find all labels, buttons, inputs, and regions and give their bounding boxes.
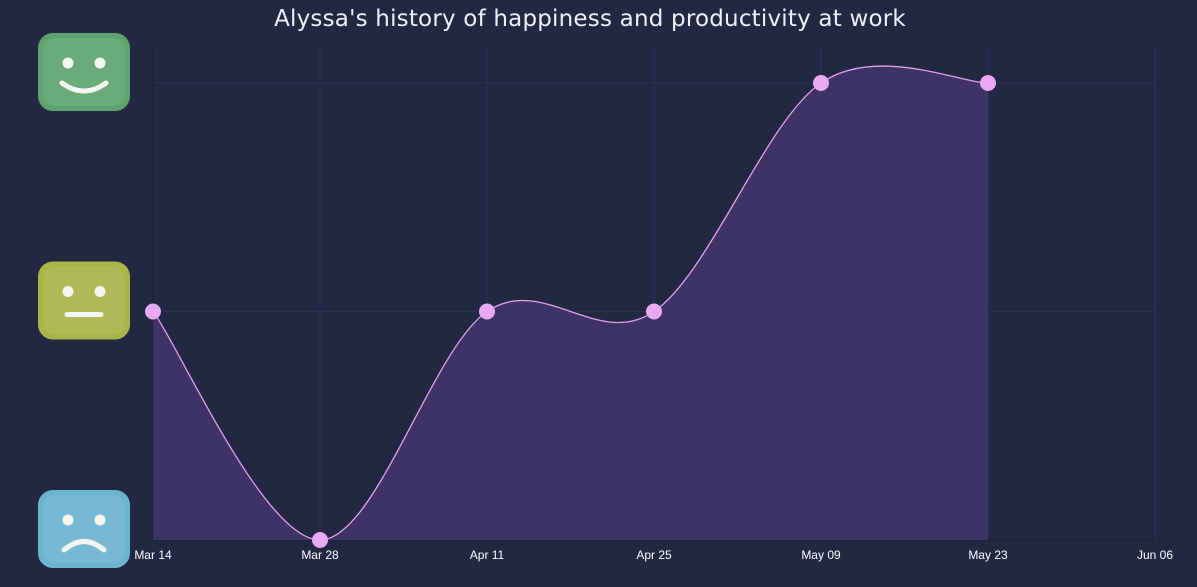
happy-face-icon (38, 33, 130, 111)
data-point-apr-25[interactable] (646, 303, 662, 320)
x-tick-label: May 09 (801, 548, 841, 562)
x-tick-label: Mar 28 (301, 548, 339, 562)
neutral-face-icon (38, 261, 130, 340)
data-point-may-23[interactable] (980, 75, 996, 91)
chart-title: Alyssa's history of happiness and produc… (274, 6, 906, 32)
x-tick-label: Apr 25 (636, 548, 672, 562)
series-area (153, 66, 988, 541)
data-point-apr-11[interactable] (479, 303, 495, 320)
x-tick-label: Apr 11 (470, 548, 505, 562)
data-point-mar-28[interactable] (312, 532, 328, 548)
sad-face-icon (38, 490, 130, 568)
x-tick-label: May 23 (968, 548, 1008, 562)
x-tick-label: Jun 06 (1137, 548, 1173, 562)
data-point-may-09[interactable] (813, 75, 829, 91)
x-tick-label: Mar 14 (134, 548, 172, 562)
data-point-mar-14[interactable] (145, 303, 161, 320)
